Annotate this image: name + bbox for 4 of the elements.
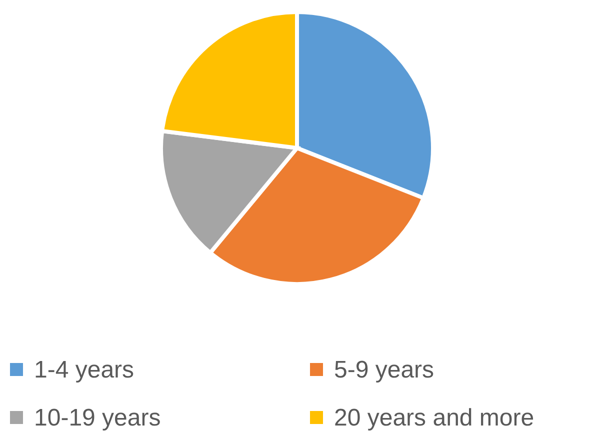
legend-label: 20 years and more bbox=[334, 404, 534, 432]
legend-label: 10-19 years bbox=[34, 404, 161, 432]
legend-label: 1-4 years bbox=[34, 356, 134, 384]
legend-label: 5-9 years bbox=[334, 356, 434, 384]
